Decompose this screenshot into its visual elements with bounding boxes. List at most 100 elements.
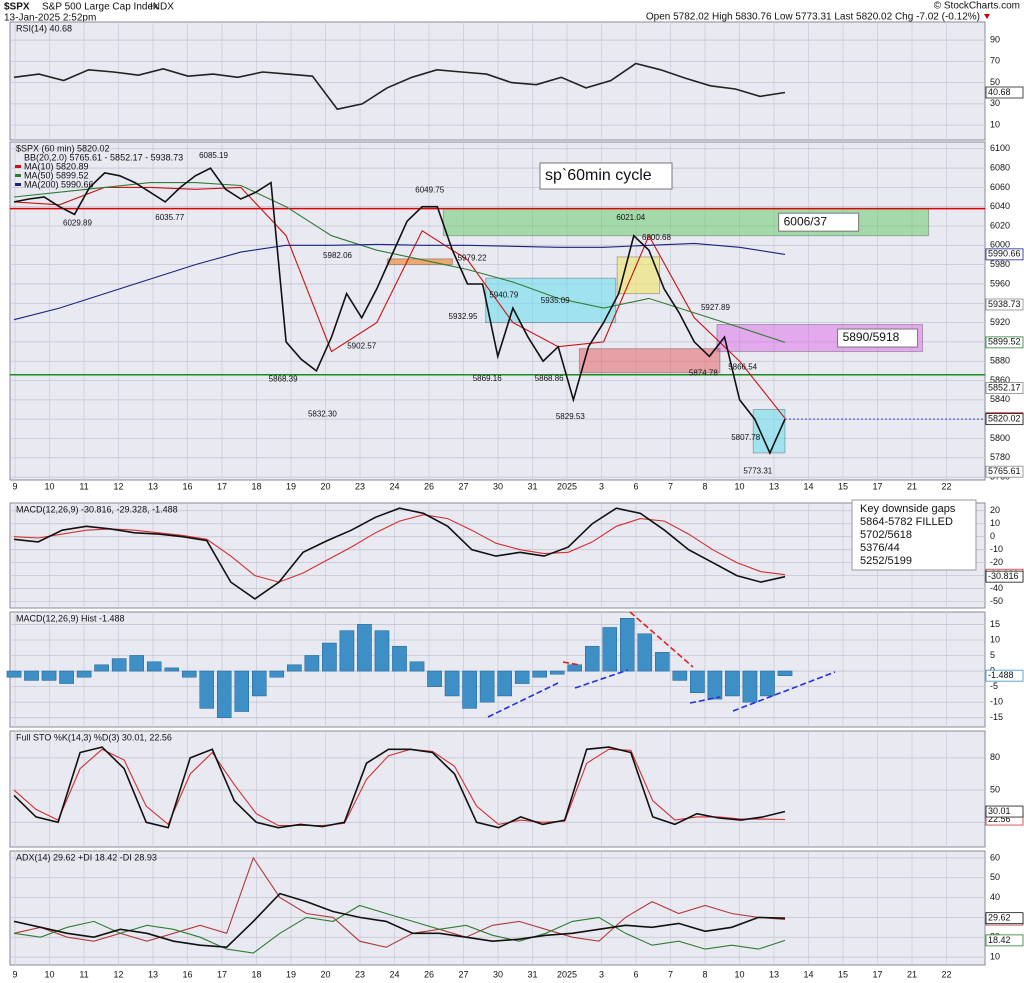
- down-arrow: [984, 14, 990, 19]
- bar: [532, 670, 547, 678]
- x-tick-label: 7: [668, 969, 673, 979]
- bar: [760, 670, 775, 697]
- note-line: 5252/5199: [860, 555, 912, 567]
- value-box: [985, 298, 1024, 311]
- bar: [357, 624, 372, 672]
- x-tick-label: 19: [286, 969, 296, 979]
- series-line: [13, 748, 786, 827]
- value-label: 29.62: [988, 913, 1011, 923]
- panel-title: ADX(14) 29.62 +DI 18.42 -DI 28.93: [16, 852, 157, 862]
- bar: [199, 670, 214, 709]
- x-tick-label: 17: [872, 481, 882, 491]
- series-line: [13, 182, 786, 343]
- price-label: 5927.89: [701, 303, 730, 312]
- x-tick-label: 31: [527, 969, 537, 979]
- price-label: 6085.19: [199, 151, 228, 160]
- note-line: 5376/44: [860, 542, 900, 554]
- price-label: 5868.39: [269, 375, 298, 384]
- series-line: [13, 514, 786, 583]
- x-tick-label: 16: [182, 969, 192, 979]
- y-tick-label: 6080: [990, 162, 1010, 172]
- x-tick-label: 16: [182, 481, 192, 491]
- panel-bg: [9, 730, 986, 848]
- trend-line: [574, 669, 629, 689]
- bar: [217, 670, 232, 718]
- x-tick-label: 19: [286, 481, 296, 491]
- y-tick-label: -40: [990, 583, 1003, 593]
- x-tick-label: 23: [355, 481, 365, 491]
- value-label: 5820.02: [988, 414, 1021, 424]
- y-tick-label: 5: [990, 650, 995, 660]
- x-tick-label: 17: [872, 969, 882, 979]
- y-tick-label: -20: [990, 557, 1003, 567]
- price-label: 5982.06: [323, 251, 352, 260]
- bar: [602, 627, 617, 672]
- series-line: [13, 62, 786, 111]
- y-tick-label: 6000: [990, 240, 1010, 250]
- bar: [339, 630, 355, 672]
- series-line: [13, 746, 786, 829]
- price-label: 5832.30: [308, 409, 337, 418]
- symbol: $SPX: [4, 2, 30, 13]
- price-label: 6021.04: [616, 213, 645, 222]
- trend-line: [562, 661, 581, 666]
- value-box: [985, 465, 1024, 478]
- x-tick-label: 24: [389, 481, 399, 491]
- panel-bg: [9, 850, 986, 966]
- x-tick-label: 11: [79, 969, 88, 979]
- value-box: [985, 86, 1024, 99]
- value-box: [985, 248, 1024, 261]
- bar: [41, 670, 57, 681]
- trend-line: [689, 696, 721, 704]
- bar: [287, 664, 302, 672]
- x-tick-label: 23: [355, 969, 365, 979]
- y-tick-label: 5840: [990, 394, 1010, 404]
- x-tick-label: 10: [734, 481, 744, 491]
- bar: [409, 661, 425, 672]
- legend-entry: MA(10) 5820.89: [24, 161, 89, 171]
- series-line: [13, 856, 786, 948]
- series-line: [13, 892, 786, 949]
- x-tick-label: 18: [251, 969, 261, 979]
- x-tick-label: 3: [599, 481, 604, 491]
- legend-swatch: [15, 165, 21, 168]
- value-box: [985, 912, 1024, 925]
- bar: [392, 645, 407, 672]
- x-tick-label: 8: [702, 969, 707, 979]
- zone-label-box: [778, 212, 860, 232]
- note-line: 5702/5618: [860, 529, 912, 541]
- bar: [672, 670, 688, 681]
- bar: [655, 652, 670, 672]
- note-line: 5864-5782 FILLED: [860, 516, 953, 528]
- price-label: 5932.95: [449, 312, 478, 321]
- price-label: 5979.22: [458, 254, 487, 263]
- x-tick-label: 17: [217, 481, 227, 491]
- price-label: 6000.68: [642, 233, 671, 242]
- y-tick-label: 15: [990, 619, 1000, 629]
- series-line: [13, 904, 786, 954]
- x-tick-label: 10: [734, 969, 744, 979]
- zone: [578, 348, 721, 374]
- bar: [234, 670, 250, 712]
- x-tick-label: 3: [599, 969, 604, 979]
- notes-box: Key downside gaps 5864-5782 FILLED 5702/…: [851, 499, 977, 571]
- x-tick-label: 17: [217, 969, 227, 979]
- y-tick-label: 30: [990, 98, 1000, 108]
- bar: [427, 670, 442, 687]
- value-box: [985, 570, 1024, 583]
- y-tick-label: 10: [990, 518, 1000, 528]
- bar: [742, 670, 758, 703]
- series-line: [13, 242, 786, 321]
- y-tick-label: 6060: [990, 182, 1010, 192]
- notes-frame: [851, 499, 977, 571]
- price-label: 6049.75: [415, 185, 444, 194]
- value-label: -1.488: [988, 670, 1014, 680]
- bar: [777, 670, 793, 676]
- y-tick-label: -5: [990, 681, 998, 691]
- x-tick-label: 20: [320, 969, 330, 979]
- x-tick-label: 15: [838, 969, 848, 979]
- value-label: 30.01: [988, 806, 1011, 816]
- zone-label: 5890/5918: [843, 330, 900, 344]
